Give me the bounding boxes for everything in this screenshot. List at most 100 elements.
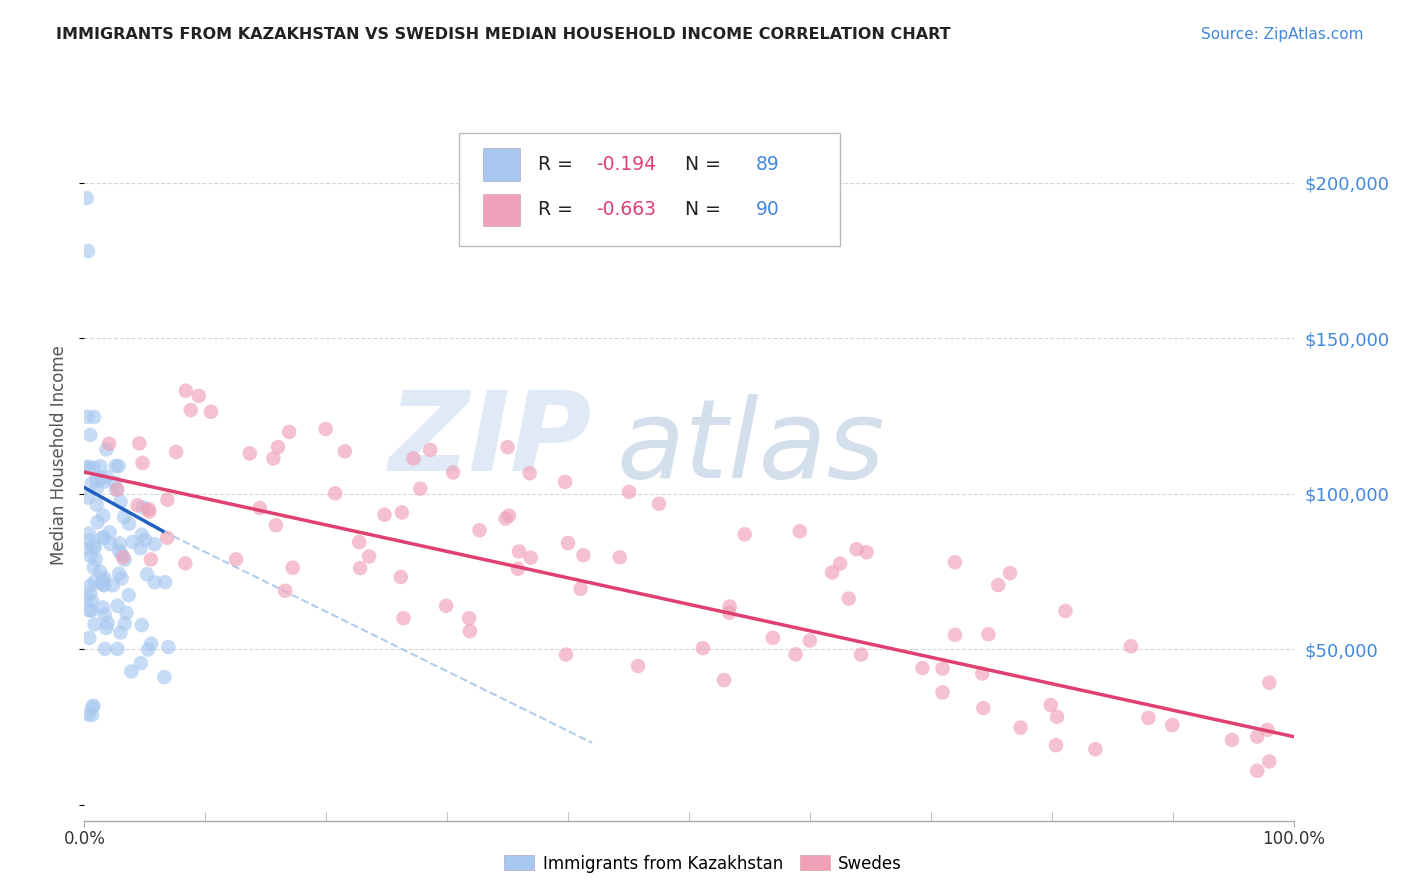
Point [1010, 721, 1032, 735]
Point [136, 642, 159, 657]
Point [373, 508, 395, 522]
Point [1046, 710, 1069, 724]
Point [617, 484, 640, 499]
Text: ZIP: ZIP [388, 387, 592, 494]
Point [143, 575, 166, 590]
Point [120, 665, 142, 679]
Point [495, 511, 517, 525]
Point [110, 495, 132, 509]
Text: atlas: atlas [616, 394, 884, 501]
Point [108, 566, 131, 581]
Point [101, 578, 124, 592]
FancyBboxPatch shape [460, 133, 841, 246]
Point [849, 648, 872, 662]
Point [112, 550, 135, 565]
Point [174, 557, 197, 571]
Point [96, 469, 118, 483]
Text: N =: N = [673, 155, 727, 174]
Point [77, 526, 100, 541]
Point [156, 492, 179, 507]
Point [180, 403, 202, 417]
Point [1084, 742, 1107, 756]
Point [98, 537, 121, 551]
FancyBboxPatch shape [484, 148, 520, 180]
Point [262, 451, 284, 466]
Point [79, 586, 101, 600]
Point [557, 536, 579, 550]
Point [80, 603, 103, 617]
Point [333, 444, 356, 458]
Point [392, 611, 415, 625]
Point [1246, 764, 1268, 778]
Point [789, 524, 811, 539]
Point [136, 567, 159, 582]
Point [79, 631, 101, 645]
Point [1039, 698, 1062, 712]
Point [943, 628, 966, 642]
Point [359, 549, 381, 564]
Point [86, 473, 108, 487]
Point [80, 708, 103, 723]
Point [1246, 730, 1268, 744]
Point [1045, 738, 1067, 752]
Point [94, 641, 117, 656]
Point [987, 578, 1010, 592]
Point [441, 466, 464, 480]
Point [627, 659, 650, 673]
Point [569, 582, 592, 596]
Point [155, 575, 177, 590]
Point [264, 518, 287, 533]
Point [83, 410, 105, 425]
Point [1258, 755, 1281, 769]
Point [143, 537, 166, 551]
Point [281, 560, 304, 574]
Point [86, 498, 108, 512]
Point [93, 531, 115, 545]
Point [402, 451, 425, 466]
Point [86, 482, 108, 496]
Point [90, 471, 112, 485]
Point [977, 627, 1000, 641]
Point [96, 442, 118, 457]
Point [118, 516, 141, 531]
Point [315, 422, 337, 436]
Point [267, 440, 290, 454]
Point [83, 560, 105, 574]
Point [718, 606, 741, 620]
Point [692, 641, 714, 656]
Point [648, 497, 671, 511]
Point [785, 648, 807, 662]
Point [91, 508, 114, 523]
Point [77, 707, 100, 722]
Point [91, 600, 114, 615]
Point [105, 483, 128, 497]
Text: -0.194: -0.194 [596, 155, 657, 174]
Text: R =: R = [538, 201, 579, 219]
Point [121, 535, 143, 549]
Point [274, 583, 297, 598]
Point [519, 466, 541, 480]
Point [108, 536, 131, 550]
Point [141, 637, 163, 651]
Text: -0.663: -0.663 [596, 201, 655, 219]
Point [108, 544, 131, 558]
Point [91, 574, 114, 588]
Point [77, 244, 100, 258]
Point [110, 547, 132, 561]
Point [498, 508, 520, 523]
Point [1220, 732, 1243, 747]
Point [225, 552, 247, 566]
Point [278, 425, 301, 439]
FancyBboxPatch shape [484, 194, 520, 226]
Point [84, 574, 107, 589]
Point [96, 621, 118, 635]
Text: 89: 89 [755, 155, 779, 174]
Point [138, 504, 160, 518]
Point [845, 542, 868, 557]
Point [931, 662, 953, 676]
Point [134, 533, 156, 547]
Point [458, 611, 481, 625]
Point [554, 475, 576, 489]
Point [156, 531, 179, 545]
Point [110, 625, 132, 640]
